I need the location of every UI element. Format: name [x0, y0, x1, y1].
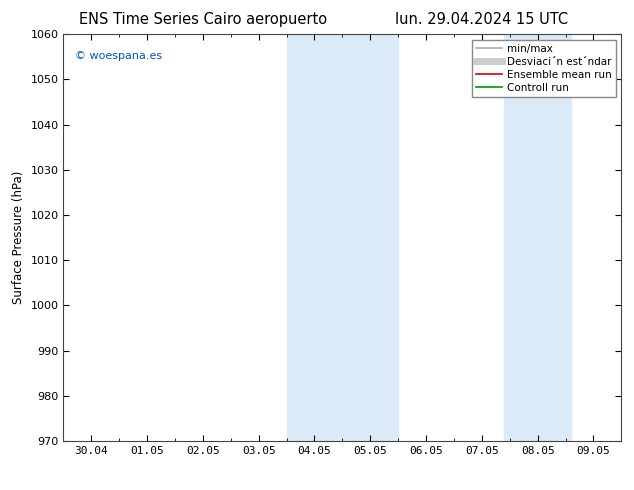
- Text: ENS Time Series Cairo aeropuerto: ENS Time Series Cairo aeropuerto: [79, 12, 327, 27]
- Text: lun. 29.04.2024 15 UTC: lun. 29.04.2024 15 UTC: [395, 12, 569, 27]
- Y-axis label: Surface Pressure (hPa): Surface Pressure (hPa): [12, 171, 25, 304]
- Text: © woespana.es: © woespana.es: [75, 50, 162, 61]
- Bar: [504, 34, 571, 441]
- Bar: [287, 34, 398, 441]
- Legend: min/max, Desviaci´́n est´́ndar, Ensemble mean run, Controll run: min/max, Desviaci´́n est´́ndar, Ensemble…: [472, 40, 616, 97]
